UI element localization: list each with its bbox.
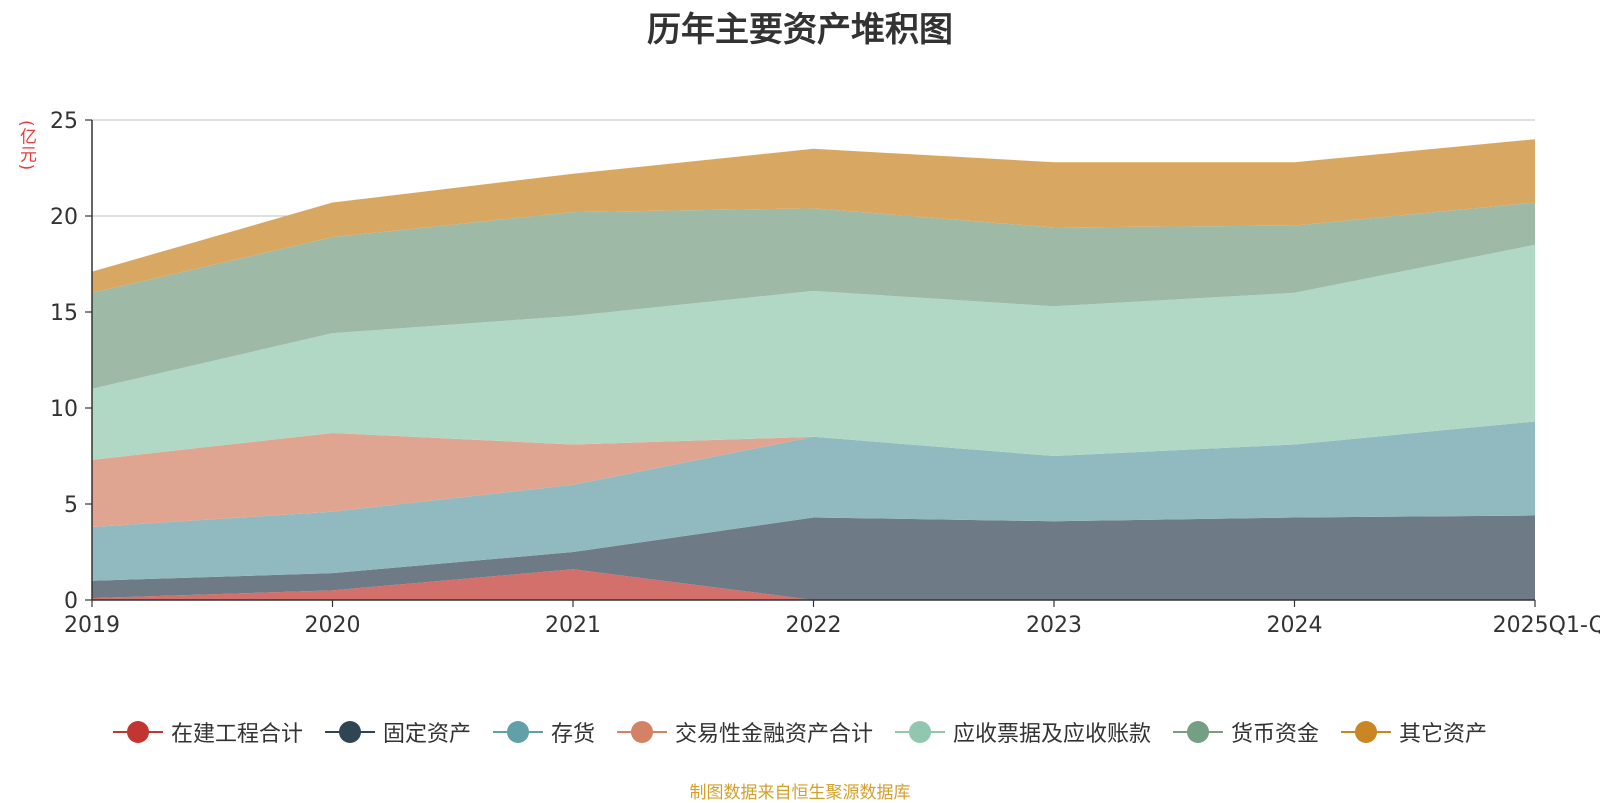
area-series: [92, 515, 1535, 600]
x-tick-label: 2022: [786, 613, 842, 638]
legend-marker-icon: [895, 720, 945, 744]
legend-marker-icon: [1341, 720, 1392, 744]
legend-label: 固定资产: [382, 722, 471, 747]
area-series: [92, 139, 1535, 293]
legend-item[interactable]: 交易性金融资产合计: [616, 716, 873, 748]
legend-label: 应收票据及应收账款: [953, 722, 1152, 747]
legend-marker-icon: [112, 720, 163, 744]
legend-label: 在建工程合计: [170, 722, 303, 747]
data-source-note: 制图数据来自恒生聚源数据库: [689, 783, 911, 803]
area-series: [92, 421, 1535, 581]
legend-label: 其它资产: [1399, 722, 1488, 747]
x-tick-label: 2020: [305, 613, 361, 638]
legend-marker-dot: [1187, 721, 1210, 743]
legend-marker-icon: [492, 720, 543, 744]
legend-marker-dot: [506, 721, 529, 743]
legend-marker-icon: [1173, 720, 1224, 744]
legend-item[interactable]: 在建工程合计: [112, 716, 303, 748]
legend-item[interactable]: 存货: [492, 716, 595, 748]
legend-marker-dot: [1355, 721, 1378, 743]
legend-label: 货币资金: [1231, 722, 1320, 747]
area-series: [92, 202, 1535, 389]
legend-marker-dot: [630, 721, 653, 743]
legend-item[interactable]: 应收票据及应收账款: [895, 716, 1151, 748]
y-tick-label: 10: [50, 397, 78, 422]
y-tick-label: 20: [50, 205, 78, 230]
legend-marker-icon: [616, 720, 667, 744]
chart-legend: 在建工程合计 固定资产 存货 交易性金融资产合计 应收票据及应收账款 货币资金 其它资产: [0, 716, 1600, 748]
legend-marker-dot: [126, 721, 149, 743]
legend-item[interactable]: 货币资金: [1173, 716, 1319, 748]
area-series: [92, 244, 1535, 460]
y-tick-label: 0: [64, 589, 78, 614]
legend-marker-dot: [909, 721, 931, 743]
y-tick-label: 25: [50, 109, 78, 134]
chart-title: 历年主要资产堆积图: [647, 10, 953, 50]
legend-marker-dot: [338, 721, 361, 743]
y-axis-unit-label: (亿元): [16, 120, 36, 172]
legend-label: 存货: [550, 722, 595, 747]
legend-item[interactable]: 其它资产: [1341, 716, 1487, 748]
legend-marker-icon: [324, 720, 375, 744]
x-tick-label: 2023: [1026, 613, 1082, 638]
area-series: [92, 421, 1535, 528]
x-tick-label: 2024: [1267, 613, 1323, 638]
x-tick-label: 2019: [64, 613, 120, 638]
legend-label: 交易性金融资产合计: [674, 722, 873, 747]
y-tick-label: 5: [64, 493, 78, 518]
x-tick-label: 2025Q1-Q3: [1493, 613, 1600, 638]
area-series: [92, 569, 1535, 600]
y-tick-label: 15: [50, 301, 78, 326]
x-tick-label: 2021: [545, 613, 601, 638]
legend-item[interactable]: 固定资产: [324, 716, 471, 748]
